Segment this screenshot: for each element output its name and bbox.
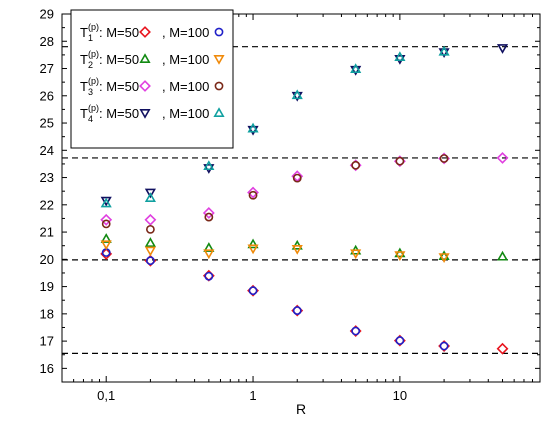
data-point-series-2 bbox=[146, 256, 155, 266]
y-tick-label: 16 bbox=[40, 361, 54, 376]
data-point-series-6 bbox=[146, 224, 155, 234]
y-tick-label: 18 bbox=[40, 306, 54, 321]
data-point-series-4 bbox=[203, 249, 215, 260]
data-point-series-3 bbox=[100, 233, 112, 243]
y-tick-label: 17 bbox=[40, 334, 54, 349]
data-point-series-5 bbox=[202, 207, 215, 219]
data-point-series-2 bbox=[439, 341, 449, 351]
data-point-series-1 bbox=[496, 342, 509, 355]
data-point-series-4 bbox=[291, 245, 303, 255]
data-point-series-5 bbox=[247, 186, 259, 199]
data-point-series-5 bbox=[100, 213, 113, 226]
data-point-series-7 bbox=[247, 125, 259, 136]
y-tick-label: 23 bbox=[40, 170, 54, 185]
data-point-series-3 bbox=[203, 242, 215, 252]
data-point-series-4 bbox=[438, 253, 450, 263]
data-point-series-8 bbox=[350, 63, 362, 74]
data-point-series-4 bbox=[350, 249, 362, 260]
legend-label-4: T4(p): M=50 bbox=[80, 103, 139, 124]
data-point-series-6 bbox=[101, 219, 111, 229]
data-point-series-2 bbox=[351, 326, 361, 336]
legend-marker-m100-4 bbox=[213, 107, 225, 117]
legend-label-m100-4: , M=100 bbox=[162, 106, 209, 121]
data-point-series-4 bbox=[100, 240, 112, 251]
axis-ticks: 16 17 18 19 20 21 22 23 24 25 26 27 28 29 0,1 1 10 bbox=[40, 7, 541, 403]
x-tick-label: 1 bbox=[249, 388, 256, 403]
data-point-series-3 bbox=[247, 238, 259, 249]
y-tick-label: 27 bbox=[40, 61, 54, 76]
legend-marker-m50-4 bbox=[139, 109, 151, 119]
data-point-series-2 bbox=[292, 306, 302, 315]
x-tick-label: 0,1 bbox=[97, 388, 115, 403]
y-tick-label: 24 bbox=[40, 143, 54, 158]
data-point-series-7 bbox=[350, 65, 362, 76]
data-point-series-2 bbox=[395, 336, 405, 345]
legend-marker-m50-3 bbox=[139, 80, 151, 92]
data-point-series-6 bbox=[351, 160, 361, 170]
data-point-series-3 bbox=[496, 250, 509, 261]
y-tick-label: 19 bbox=[40, 279, 54, 294]
data-point-series-8 bbox=[394, 51, 406, 62]
legend-marker-m50-2 bbox=[139, 53, 151, 63]
data-point-series-8 bbox=[203, 160, 215, 171]
legend-marker-m50-1 bbox=[139, 26, 151, 38]
y-tick-label: 21 bbox=[40, 225, 54, 240]
data-point-series-6 bbox=[395, 156, 405, 166]
data-point-series-6 bbox=[292, 173, 302, 183]
data-point-series-3 bbox=[438, 250, 450, 261]
legend-marker-m100-1 bbox=[214, 27, 224, 37]
legend-label-m100-3: , M=100 bbox=[162, 79, 209, 94]
legend-box bbox=[70, 9, 234, 149]
y-tick-label: 25 bbox=[40, 116, 54, 131]
legend-label-1: T1(p): M=50 bbox=[80, 22, 139, 43]
data-point-series-3 bbox=[144, 237, 156, 247]
data-point-series-7 bbox=[144, 188, 156, 199]
x-tick-label: 10 bbox=[393, 388, 407, 403]
legend-marker-m100-2 bbox=[213, 55, 225, 65]
legend: T1(p): M=50 , M=100 T2(p): M=50 , M=100 T3(p… bbox=[70, 9, 234, 149]
data-point-series-7 bbox=[100, 196, 112, 207]
data-points bbox=[100, 44, 509, 355]
data-point-series-7 bbox=[496, 44, 509, 54]
y-tick-label: 28 bbox=[40, 34, 54, 49]
plot-frame bbox=[61, 13, 541, 383]
data-point-series-6 bbox=[204, 212, 214, 222]
data-point-series-8 bbox=[247, 122, 259, 133]
data-point-series-4 bbox=[144, 246, 156, 257]
data-point-series-6 bbox=[439, 154, 449, 163]
legend-label-3: T3(p): M=50 bbox=[80, 76, 139, 97]
data-point-series-8 bbox=[438, 45, 450, 56]
y-tick-label: 26 bbox=[40, 88, 54, 103]
legend-marker-m100-3 bbox=[214, 81, 224, 91]
data-point-series-2 bbox=[248, 286, 258, 296]
data-point-series-5 bbox=[144, 213, 157, 226]
data-point-series-2 bbox=[204, 271, 214, 281]
legend-label-m100-1: , M=100 bbox=[162, 25, 209, 40]
data-point-series-6 bbox=[248, 190, 258, 200]
y-tick-label: 22 bbox=[40, 197, 54, 212]
data-point-series-8 bbox=[291, 89, 303, 100]
legend-label-2: T2(p): M=50 bbox=[80, 49, 139, 70]
data-point-series-8 bbox=[144, 192, 156, 202]
y-tick-label: 20 bbox=[40, 252, 54, 267]
legend-label-m100-2: , M=100 bbox=[162, 52, 209, 67]
data-point-series-5 bbox=[496, 151, 509, 164]
y-tick-label: 29 bbox=[40, 7, 54, 22]
data-point-series-4 bbox=[394, 251, 406, 262]
data-point-series-4 bbox=[247, 244, 259, 255]
data-point-series-8 bbox=[100, 197, 112, 208]
x-axis-title: R bbox=[296, 401, 306, 417]
